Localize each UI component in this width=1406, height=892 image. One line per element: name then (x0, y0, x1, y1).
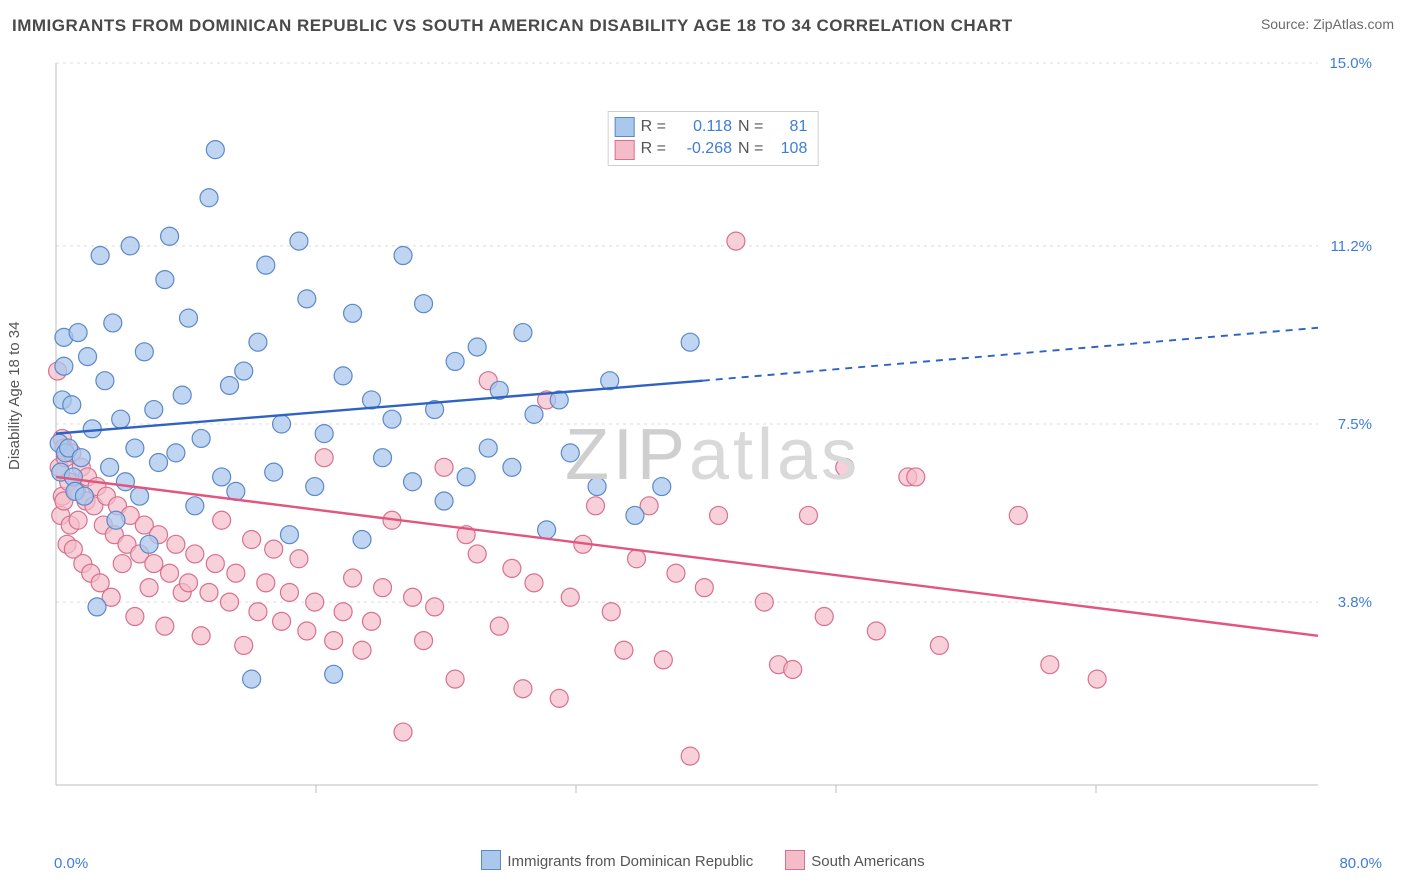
source-name: ZipAtlas.com (1313, 16, 1394, 32)
svg-text:7.5%: 7.5% (1338, 416, 1372, 433)
svg-text:3.8%: 3.8% (1338, 594, 1372, 611)
legend-n-value: 108 (769, 138, 807, 160)
legend-n-label: N = (738, 116, 763, 138)
legend-r-value: 0.118 (672, 116, 732, 138)
source-label: Source: ZipAtlas.com (1261, 16, 1394, 32)
legend-swatch-icon (785, 850, 805, 870)
legend-n-value: 81 (769, 116, 807, 138)
svg-text:15.0%: 15.0% (1329, 55, 1372, 72)
chart-svg: 15.0% 11.2% 7.5% 3.8% (48, 55, 1378, 825)
legend-swatch-icon (615, 117, 635, 137)
stat-legend-row: R = -0.268 N = 108 (615, 138, 808, 160)
series-legend-item: South Americans (785, 850, 924, 870)
svg-text:11.2%: 11.2% (1331, 238, 1372, 255)
legend-r-label: R = (641, 116, 666, 138)
stat-legend-row: R = 0.118 N = 81 (615, 116, 808, 138)
legend-swatch-icon (615, 140, 635, 160)
series-legend-item: Immigrants from Dominican Republic (481, 850, 753, 870)
page-title: IMMIGRANTS FROM DOMINICAN REPUBLIC VS SO… (12, 16, 1013, 36)
legend-swatch-icon (481, 850, 501, 870)
legend-r-value: -0.268 (672, 138, 732, 160)
y-axis-label: Disability Age 18 to 34 (6, 322, 23, 470)
series-name: Immigrants from Dominican Republic (507, 853, 753, 870)
series-legend: Immigrants from Dominican Republic South… (0, 850, 1406, 870)
correlation-chart: 15.0%11.2%7.5%3.8% ZIPatlas R = 0.118 N … (48, 55, 1378, 825)
legend-r-label: R = (641, 138, 666, 160)
series-name: South Americans (811, 853, 924, 870)
source-prefix: Source: (1261, 16, 1313, 32)
legend-n-label: N = (738, 138, 763, 160)
stat-legend: R = 0.118 N = 81 R = -0.268 N = 108 (608, 111, 819, 166)
